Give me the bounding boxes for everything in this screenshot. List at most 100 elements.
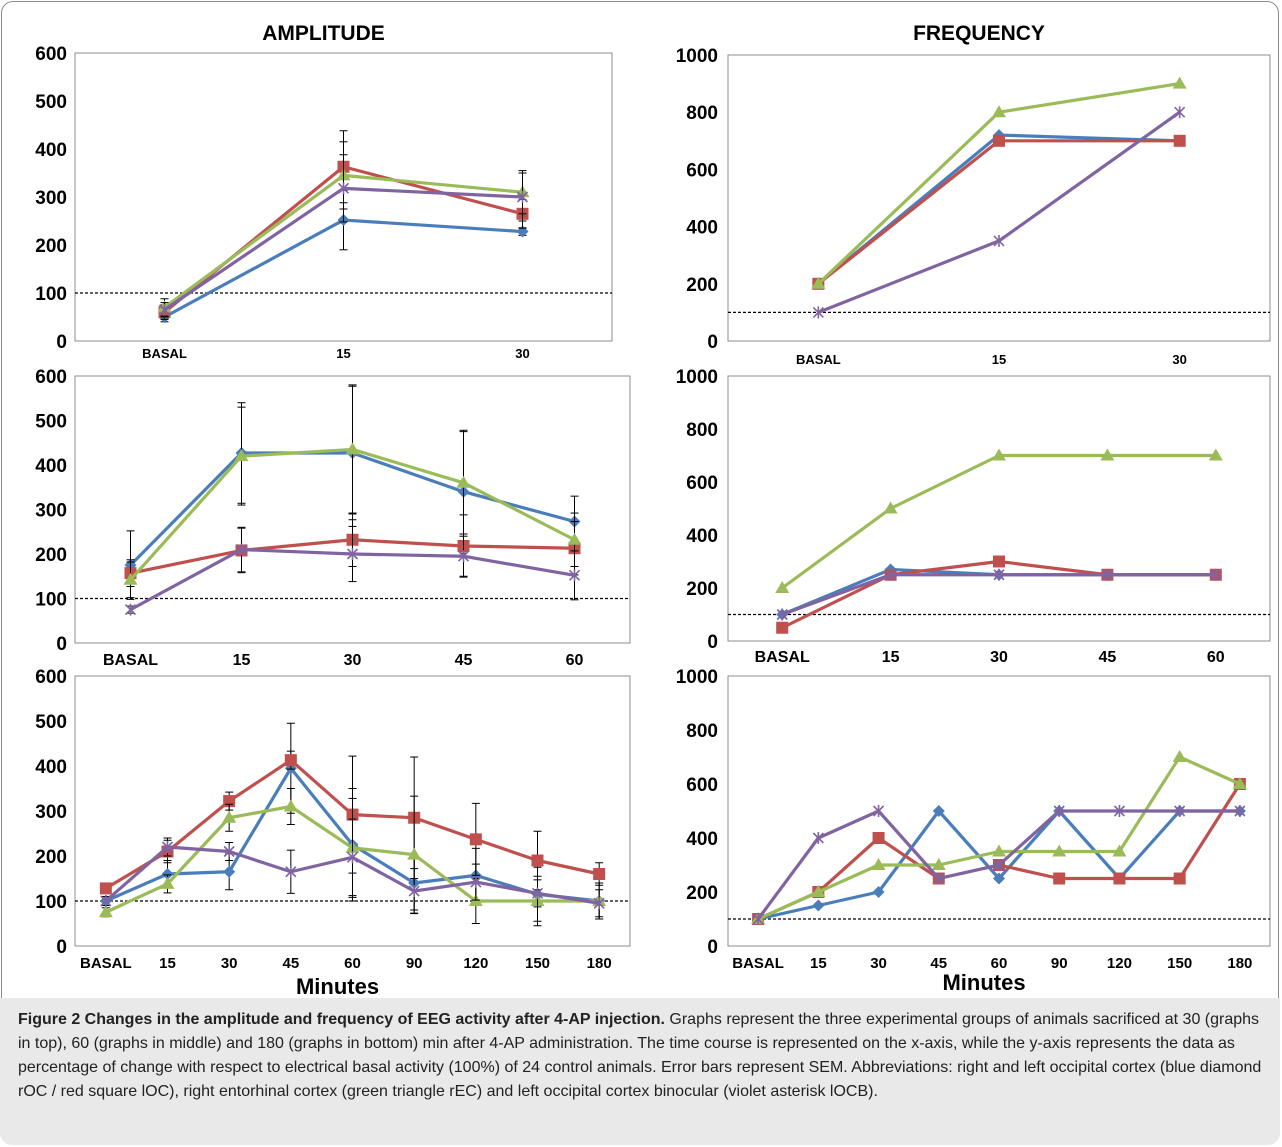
data-point bbox=[1112, 844, 1127, 857]
x-tick-label: 45 bbox=[930, 955, 947, 972]
x-axis-label: Minutes bbox=[942, 970, 1025, 995]
y-tick-label: 600 bbox=[686, 160, 718, 181]
y-tick-label: 400 bbox=[686, 829, 718, 850]
data-point bbox=[993, 234, 1005, 247]
y-tick-label: 200 bbox=[686, 275, 718, 296]
series-lOCB bbox=[812, 106, 1186, 319]
series-lOCB bbox=[752, 805, 1246, 925]
data-point bbox=[408, 885, 420, 898]
data-point bbox=[285, 865, 297, 878]
x-tick-label: 30 bbox=[221, 955, 238, 972]
x-tick-label: BASAL bbox=[755, 649, 810, 666]
y-tick-label: 500 bbox=[35, 92, 67, 113]
data-point bbox=[1053, 805, 1065, 817]
data-point bbox=[812, 899, 825, 912]
data-point bbox=[872, 886, 885, 898]
data-point bbox=[160, 876, 175, 889]
data-point bbox=[776, 621, 789, 634]
series-lOCB bbox=[776, 568, 1222, 621]
series-rEC bbox=[775, 448, 1223, 593]
x-tick-label: BASAL bbox=[142, 346, 187, 361]
x-tick-label: 30 bbox=[515, 346, 529, 361]
data-point bbox=[1113, 805, 1126, 817]
y-tick-label: 400 bbox=[35, 456, 67, 477]
data-point bbox=[1232, 777, 1247, 789]
y-tick-label: 100 bbox=[35, 284, 67, 305]
series-rEC bbox=[123, 384, 582, 599]
x-tick-label: 45 bbox=[455, 652, 473, 669]
data-point bbox=[469, 833, 482, 846]
chart-amp30: 0 100 200 300 400 500 600 BASAL 15 30 AMPLITUDE bbox=[35, 22, 613, 361]
data-point bbox=[1173, 134, 1186, 147]
data-point bbox=[993, 555, 1005, 568]
y-tick-label: 600 bbox=[35, 667, 67, 688]
data-point bbox=[1172, 76, 1187, 89]
data-point bbox=[1101, 568, 1113, 581]
x-tick-label: 30 bbox=[344, 652, 362, 669]
data-point bbox=[457, 550, 470, 563]
y-tick-label: 200 bbox=[35, 545, 67, 566]
data-point bbox=[1100, 448, 1115, 461]
data-point bbox=[100, 895, 112, 907]
data-point bbox=[883, 501, 898, 514]
x-tick-label: 60 bbox=[566, 652, 584, 669]
chart-amp60: 0 100 200 300 400 500 600 BASAL 15 30 45 60 bbox=[35, 367, 631, 669]
y-tick-label: 500 bbox=[35, 412, 67, 433]
y-tick-label: 200 bbox=[686, 883, 718, 904]
data-point bbox=[223, 865, 236, 878]
x-tick-label: BASAL bbox=[796, 352, 841, 367]
y-tick-label: 0 bbox=[707, 937, 718, 958]
x-tick-label: 15 bbox=[233, 652, 251, 669]
data-point bbox=[1174, 805, 1186, 817]
data-point bbox=[234, 449, 249, 462]
x-tick-label: 120 bbox=[463, 955, 488, 972]
y-tick-label: 600 bbox=[35, 367, 67, 388]
x-tick-label: 15 bbox=[159, 955, 176, 972]
y-tick-label: 1000 bbox=[676, 367, 718, 388]
plot-area bbox=[727, 54, 1271, 342]
x-tick-label: 120 bbox=[1107, 955, 1132, 972]
x-tick-label: 60 bbox=[344, 955, 361, 972]
y-tick-label: 100 bbox=[35, 590, 67, 611]
data-point bbox=[992, 448, 1006, 461]
x-tick-label: 15 bbox=[882, 649, 900, 666]
x-tick-label: 15 bbox=[810, 955, 827, 972]
data-point bbox=[933, 872, 945, 885]
x-tick-label: 30 bbox=[990, 649, 1008, 666]
data-point bbox=[161, 841, 174, 853]
data-point bbox=[593, 897, 605, 910]
data-point bbox=[346, 548, 359, 560]
data-point bbox=[158, 303, 171, 316]
data-point bbox=[993, 872, 1005, 885]
y-tick-label: 300 bbox=[35, 188, 67, 209]
x-tick-label: BASAL bbox=[103, 652, 158, 669]
caption-title: Figure 2 Changes in the amplitude and fr… bbox=[18, 1011, 665, 1028]
chart-freq60: 0 200 400 600 800 1000 BASAL 15 30 45 60 bbox=[676, 367, 1271, 666]
data-point bbox=[568, 569, 581, 582]
y-tick-label: 0 bbox=[707, 632, 718, 653]
y-tick-label: 400 bbox=[35, 757, 67, 778]
x-tick-label: 90 bbox=[1051, 955, 1068, 972]
data-point bbox=[993, 859, 1005, 871]
y-tick-label: 800 bbox=[686, 721, 718, 742]
chart-title: FREQUENCY bbox=[913, 22, 1045, 45]
x-tick-label: 30 bbox=[1172, 352, 1186, 367]
data-point bbox=[531, 854, 544, 867]
data-point bbox=[235, 543, 248, 556]
data-point bbox=[346, 851, 359, 864]
x-tick-label: 180 bbox=[587, 955, 612, 972]
y-tick-label: 200 bbox=[686, 579, 718, 600]
y-tick-label: 0 bbox=[56, 937, 67, 958]
data-point bbox=[1173, 872, 1186, 885]
x-tick-label: 30 bbox=[870, 955, 887, 972]
data-point bbox=[1113, 872, 1126, 885]
y-tick-label: 400 bbox=[35, 140, 67, 161]
data-point bbox=[1234, 805, 1246, 817]
x-tick-label: 90 bbox=[406, 955, 423, 972]
y-tick-label: 600 bbox=[35, 44, 67, 65]
data-point bbox=[812, 306, 824, 319]
data-point bbox=[161, 868, 174, 880]
data-point bbox=[932, 805, 945, 817]
chart-freq180: 0 200 400 600 800 1000 BASAL 15 30 45 60 90 120 150 18… bbox=[676, 667, 1271, 995]
data-point bbox=[223, 845, 235, 858]
